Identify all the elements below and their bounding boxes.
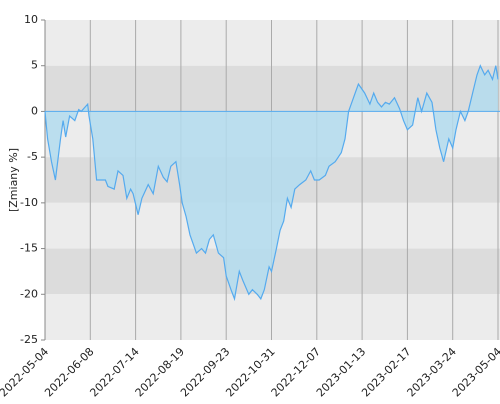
y-axis-label: [Zmiany %] [7, 148, 20, 212]
y-tick-label: -25 [20, 333, 38, 346]
band [45, 294, 500, 340]
y-tick-label: 5 [31, 59, 38, 72]
y-tick-label: -20 [20, 287, 38, 300]
y-tick-label: -10 [20, 196, 38, 209]
y-tick-label: -5 [27, 150, 38, 163]
band [45, 20, 500, 66]
y-tick-label: -15 [20, 242, 38, 255]
line [44, 64, 499, 302]
y-tick-label: 0 [31, 104, 38, 117]
area [45, 65, 498, 299]
y-tick-label: 10 [24, 13, 38, 26]
